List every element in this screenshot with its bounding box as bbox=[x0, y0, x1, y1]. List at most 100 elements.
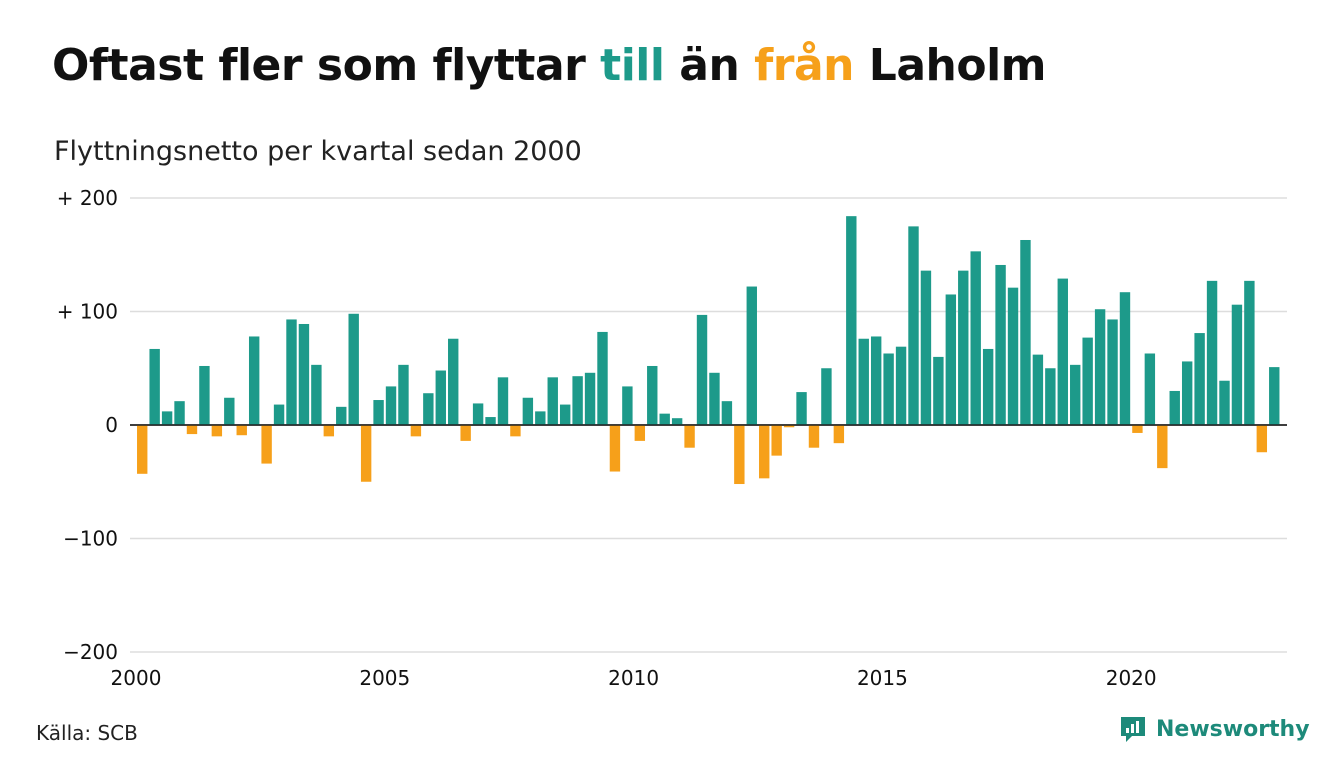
bar-negative bbox=[186, 425, 198, 435]
bar-positive bbox=[721, 401, 733, 425]
title-part-till: till bbox=[600, 40, 665, 91]
bar-positive bbox=[559, 404, 571, 425]
bar-negative bbox=[460, 425, 471, 441]
bar-positive bbox=[149, 348, 160, 425]
newsworthy-logo: Newsworthy bbox=[1118, 714, 1310, 744]
bar-negative bbox=[137, 425, 148, 474]
y-tick-label: −100 bbox=[63, 527, 118, 551]
bar-positive bbox=[945, 294, 957, 425]
x-tick-label: 2015 bbox=[857, 666, 908, 690]
bar-positive bbox=[373, 400, 384, 425]
bar-negative bbox=[771, 425, 782, 456]
bar-positive bbox=[1231, 304, 1243, 425]
bar-positive bbox=[709, 372, 720, 425]
bar-positive bbox=[1181, 361, 1193, 425]
bar-positive bbox=[796, 392, 807, 425]
bar-positive bbox=[423, 393, 434, 425]
bar-positive bbox=[398, 364, 409, 425]
bar-positive bbox=[1206, 280, 1218, 425]
chart-title: Oftast fler som flyttar till än från Lah… bbox=[52, 40, 1047, 91]
bar-negative bbox=[609, 425, 621, 472]
bar-positive bbox=[522, 397, 534, 425]
bar-positive bbox=[908, 226, 919, 425]
bar-positive bbox=[1107, 319, 1118, 425]
bar-positive bbox=[1269, 367, 1280, 425]
title-part-1: Oftast fler som flyttar bbox=[52, 40, 601, 91]
bar-positive bbox=[311, 364, 322, 425]
bar-positive bbox=[1119, 292, 1131, 425]
bar-positive bbox=[497, 377, 509, 425]
bar-negative bbox=[410, 425, 422, 437]
bar-positive bbox=[485, 417, 496, 425]
source-note: Källa: SCB bbox=[36, 721, 138, 745]
bar-positive bbox=[958, 270, 969, 425]
bar-positive bbox=[597, 331, 608, 425]
bar-positive bbox=[535, 411, 546, 425]
bar-negative bbox=[783, 425, 795, 428]
bar-negative bbox=[236, 425, 247, 436]
bar-negative bbox=[261, 425, 272, 464]
bar-negative bbox=[684, 425, 695, 448]
bar-positive bbox=[584, 372, 596, 425]
bar-positive bbox=[995, 264, 1006, 425]
bar-negative bbox=[510, 425, 521, 437]
y-tick-label: 0 bbox=[105, 413, 118, 437]
bar-positive bbox=[895, 346, 907, 425]
bar-positive bbox=[248, 336, 260, 425]
bar-negative bbox=[634, 425, 646, 441]
bar-negative bbox=[759, 425, 770, 479]
bar-positive bbox=[920, 270, 932, 425]
bar-positive bbox=[659, 413, 670, 425]
y-tick-label: −200 bbox=[63, 640, 118, 664]
bar-positive bbox=[1045, 368, 1056, 425]
bar-negative bbox=[833, 425, 845, 444]
bar-positive bbox=[1020, 239, 1031, 425]
bar-positive bbox=[385, 386, 397, 425]
bar-positive bbox=[572, 376, 583, 425]
bar-positive bbox=[1144, 353, 1156, 425]
y-tick-label: + 100 bbox=[57, 300, 118, 324]
title-part-fran: från bbox=[754, 40, 854, 91]
bar-positive bbox=[448, 338, 459, 425]
bar-positive bbox=[224, 397, 235, 425]
bar-positive bbox=[858, 338, 869, 425]
bar-positive bbox=[286, 319, 297, 425]
bar-positive bbox=[1194, 333, 1205, 425]
bar-positive bbox=[161, 411, 173, 425]
bar-positive bbox=[933, 356, 944, 425]
bar-negative bbox=[808, 425, 820, 448]
bar-positive bbox=[1219, 380, 1230, 425]
bar-positive bbox=[821, 368, 832, 425]
bar-positive bbox=[199, 365, 210, 425]
bar-positive bbox=[547, 377, 558, 425]
title-part-5: Laholm bbox=[853, 40, 1047, 91]
x-tick-label: 2010 bbox=[608, 666, 659, 690]
bar-positive bbox=[348, 313, 359, 425]
bar-positive bbox=[696, 314, 708, 425]
x-tick-label: 2000 bbox=[111, 666, 162, 690]
bar-positive bbox=[1032, 354, 1044, 425]
newsworthy-logo-text: Newsworthy bbox=[1156, 716, 1310, 742]
bar-negative bbox=[211, 425, 223, 437]
bar-positive bbox=[1070, 364, 1081, 425]
title-part-3: än bbox=[664, 40, 755, 91]
bar-negative bbox=[1132, 425, 1143, 433]
bar-positive bbox=[746, 286, 757, 425]
bar-positive bbox=[647, 365, 658, 425]
bar-negative bbox=[734, 425, 745, 485]
bar-positive bbox=[870, 336, 882, 425]
bar-positive bbox=[1082, 337, 1093, 425]
bar-negative bbox=[360, 425, 372, 482]
bar-positive bbox=[472, 403, 484, 425]
chart-subtitle: Flyttningsnetto per kvartal sedan 2000 bbox=[54, 136, 582, 167]
x-tick-label: 2005 bbox=[359, 666, 410, 690]
bar-positive bbox=[1169, 390, 1180, 425]
bar-positive bbox=[1094, 309, 1106, 425]
bar-positive bbox=[298, 323, 310, 425]
bar-positive bbox=[273, 404, 285, 425]
bar-positive bbox=[1057, 278, 1068, 425]
bar-positive bbox=[982, 348, 994, 425]
bar-positive bbox=[622, 386, 633, 425]
bar-negative bbox=[1256, 425, 1268, 453]
